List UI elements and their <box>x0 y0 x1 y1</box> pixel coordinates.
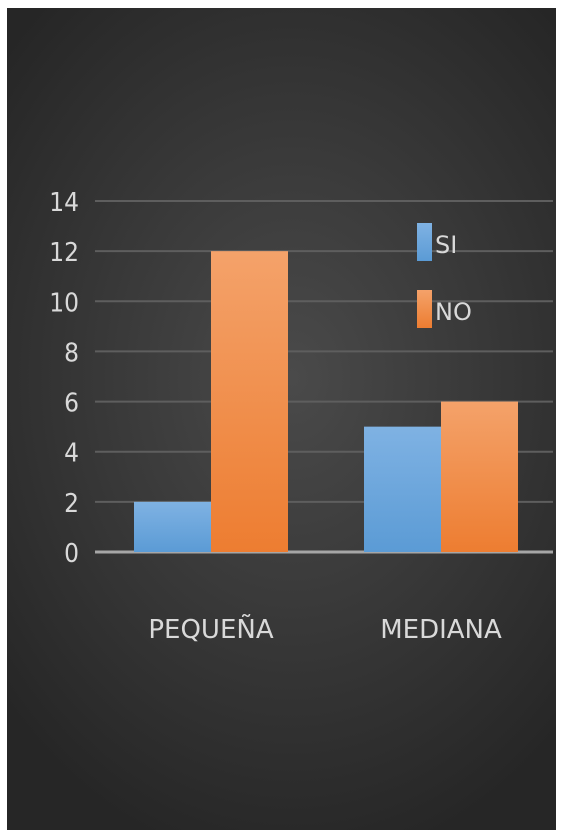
bar-no-0 <box>211 251 288 552</box>
x-category-label: PEQUEÑA <box>148 613 273 645</box>
legend-swatch-no <box>417 290 432 328</box>
bar-no-1 <box>441 401 518 552</box>
y-tick-label: 10 <box>49 288 79 318</box>
legend-swatch-si <box>417 223 432 261</box>
y-tick-label: 0 <box>64 539 79 569</box>
legend-label-no: NO <box>435 298 472 326</box>
y-tick-label: 4 <box>64 439 79 469</box>
bar-si-1 <box>364 426 441 552</box>
bar-chart: 0 2 4 6 8 10 12 14 PEQUEÑA MEDIANA SI NO <box>49 188 553 645</box>
x-category-label: MEDIANA <box>380 615 502 645</box>
y-tick-label: 12 <box>49 238 79 268</box>
y-tick-label: 2 <box>64 489 79 519</box>
y-tick-label: 14 <box>49 188 79 218</box>
legend-label-si: SI <box>435 231 457 259</box>
y-tick-label: 8 <box>64 338 79 368</box>
y-tick-label: 6 <box>64 389 79 419</box>
bar-si-0 <box>134 501 211 552</box>
chart-card: 0 2 4 6 8 10 12 14 PEQUEÑA MEDIANA SI NO <box>7 8 556 830</box>
